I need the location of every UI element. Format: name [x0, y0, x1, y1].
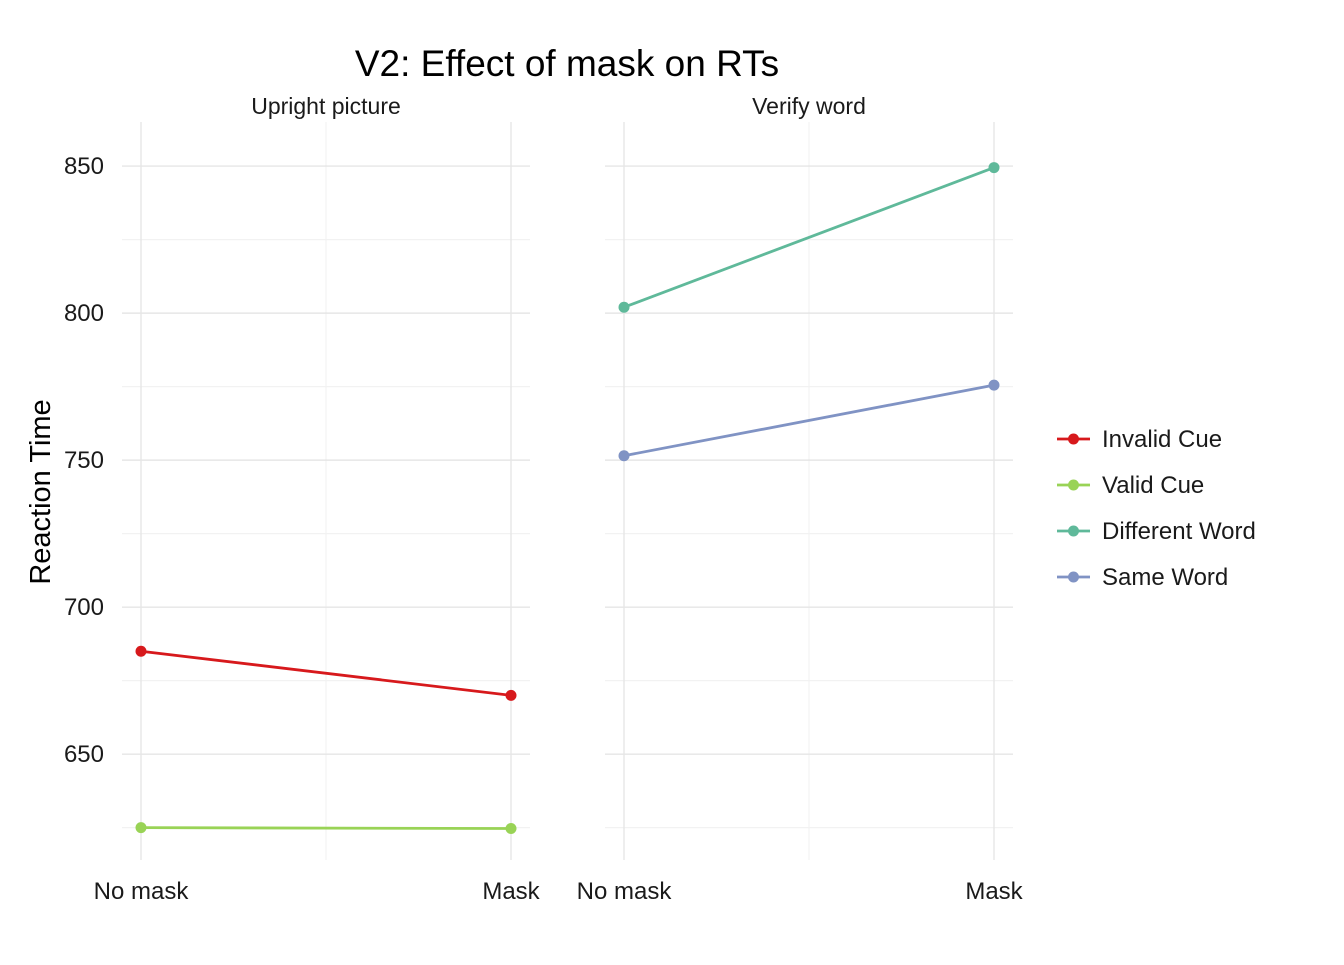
y-tick-label: 650 — [64, 741, 104, 768]
x-tick-label: Mask — [965, 878, 1023, 905]
x-tick-label: Mask — [482, 878, 540, 905]
data-point — [988, 162, 1000, 174]
panel-title: Verify word — [752, 93, 866, 119]
legend-label: Different Word — [1102, 518, 1256, 545]
chart-title: V2: Effect of mask on RTs — [355, 43, 779, 84]
data-point — [505, 823, 517, 835]
legend-key-point — [1068, 525, 1079, 537]
series-line — [623, 166, 995, 309]
y-axis-label: Reaction Time — [25, 399, 57, 584]
series-same-word — [618, 379, 1000, 462]
x-tick-label: No mask — [94, 878, 190, 905]
legend-label: Invalid Cue — [1102, 426, 1222, 453]
legend: Invalid Cue Valid Cue Different Word Same W… — [1057, 426, 1256, 591]
legend-key-point — [1068, 433, 1079, 445]
data-point — [618, 301, 630, 313]
y-tick-labels: 650 700 750 800 850 — [64, 153, 104, 768]
series-invalid-cue — [135, 645, 517, 701]
data-point — [505, 689, 517, 701]
series-line — [140, 649, 512, 697]
data-point — [618, 450, 630, 462]
x-tick-label: No mask — [577, 878, 673, 905]
series-line — [140, 826, 512, 830]
legend-label: Same Word — [1102, 564, 1228, 591]
legend-item: Valid Cue — [1057, 472, 1204, 499]
legend-item: Same Word — [1057, 564, 1228, 591]
legend-item: Invalid Cue — [1057, 426, 1222, 453]
panels-layer: Upright picture No mask Mask Verify word No … — [94, 93, 1024, 905]
legend-label: Valid Cue — [1102, 472, 1204, 499]
series-valid-cue — [135, 822, 517, 835]
panel-title: Upright picture — [251, 93, 401, 119]
y-tick-label: 750 — [64, 447, 104, 474]
panel-1: Upright picture No mask Mask — [94, 93, 541, 905]
data-point — [988, 379, 1000, 391]
series-different-word — [618, 162, 1000, 313]
data-point — [135, 645, 147, 657]
data-point — [135, 822, 147, 834]
series-line — [623, 383, 995, 458]
y-tick-label: 700 — [64, 594, 104, 621]
y-tick-label: 850 — [64, 153, 104, 180]
legend-key-point — [1068, 479, 1079, 491]
panel-2: Verify word No mask Mask — [577, 93, 1024, 905]
legend-item: Different Word — [1057, 518, 1256, 545]
y-tick-label: 800 — [64, 300, 104, 327]
legend-key-point — [1068, 571, 1079, 583]
